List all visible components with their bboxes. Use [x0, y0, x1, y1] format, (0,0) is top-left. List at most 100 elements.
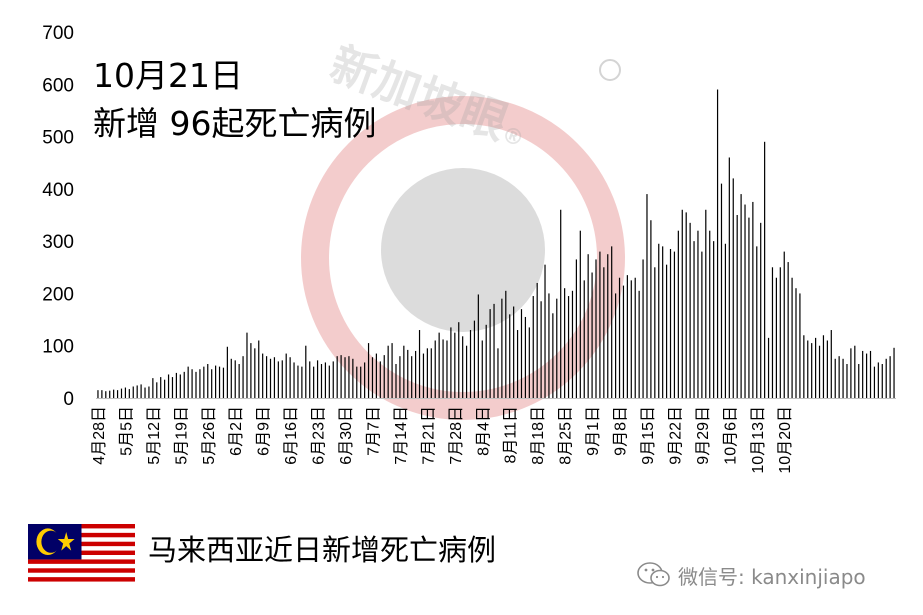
bar: [160, 377, 162, 398]
x-tick-label: 6月16日: [283, 406, 300, 465]
bar: [634, 277, 636, 398]
bar: [818, 345, 821, 398]
bar: [485, 324, 487, 398]
x-tick-label: 8月4日: [475, 406, 492, 456]
bar: [638, 290, 640, 398]
bar: [575, 259, 577, 398]
bar: [465, 345, 468, 398]
bar: [458, 322, 460, 398]
x-tick-label: 5月19日: [173, 406, 190, 465]
bar: [564, 288, 566, 398]
bar: [454, 332, 456, 398]
bar: [360, 366, 362, 398]
bar: [348, 356, 350, 398]
bar: [450, 327, 452, 398]
bar: [556, 298, 558, 398]
bar: [865, 353, 868, 398]
bar: [783, 251, 785, 398]
bar: [795, 288, 797, 398]
bar: [740, 194, 742, 398]
bar: [116, 390, 119, 398]
bar: [242, 356, 244, 398]
y-tick-label: 600: [42, 75, 74, 96]
bar: [364, 362, 366, 398]
bar: [462, 336, 464, 398]
bar: [226, 346, 228, 398]
bar: [415, 350, 417, 398]
bar: [767, 337, 770, 398]
bar: [732, 178, 734, 398]
bar: [744, 204, 746, 398]
bar: [332, 361, 334, 398]
bar: [662, 246, 664, 398]
bar: [869, 350, 872, 398]
bar: [885, 358, 887, 398]
bar: [830, 330, 832, 398]
bar: [277, 361, 279, 398]
bar: [383, 355, 385, 398]
bar: [779, 267, 781, 398]
bar: [203, 366, 205, 398]
bar: [571, 290, 574, 398]
x-tick-label: 8月11日: [503, 406, 520, 464]
bar: [446, 340, 448, 398]
bar: [771, 267, 774, 398]
bar: [285, 353, 287, 398]
bar: [297, 365, 299, 398]
bar: [607, 254, 609, 398]
bar: [218, 366, 221, 398]
bar: [238, 364, 240, 398]
bar: [128, 389, 130, 398]
bar: [736, 215, 738, 398]
bar: [254, 348, 256, 398]
bar: [685, 212, 687, 398]
bar: [862, 350, 864, 398]
y-tick-label: 100: [42, 337, 74, 358]
bar: [132, 386, 134, 398]
bar: [140, 384, 142, 398]
bar: [752, 201, 754, 398]
bar: [469, 330, 472, 398]
bar: [850, 348, 852, 398]
bar: [881, 364, 883, 398]
bar: [811, 343, 813, 398]
x-tick-label: 6月9日: [256, 406, 273, 456]
bar: [693, 241, 695, 398]
x-tick-label: 5月26日: [201, 406, 218, 465]
bar: [438, 332, 440, 398]
bar: [316, 360, 319, 398]
bar: [646, 194, 648, 398]
bar: [587, 254, 589, 398]
bar: [826, 340, 828, 398]
bar: [246, 332, 248, 398]
bar: [258, 340, 260, 398]
bar: [113, 389, 115, 398]
bar: [250, 343, 252, 398]
bar: [430, 348, 432, 398]
bar: [748, 217, 750, 398]
bar: [411, 356, 413, 398]
bar: [560, 209, 562, 398]
bar: [599, 251, 601, 398]
y-tick-label: 300: [42, 232, 74, 253]
bar: [352, 358, 354, 398]
bar: [164, 379, 166, 398]
bar: [520, 309, 523, 398]
x-tick-label: 5月12日: [146, 406, 163, 465]
bar: [709, 230, 711, 398]
bar: [822, 335, 825, 398]
bar: [301, 366, 303, 398]
bar: [418, 330, 421, 398]
bar: [724, 243, 727, 398]
bar: [336, 356, 338, 398]
bar: [371, 357, 374, 398]
bar: [713, 241, 715, 398]
bar: [387, 345, 389, 398]
y-tick-label: 700: [42, 23, 74, 44]
bar: [395, 364, 397, 398]
x-tick-label: 9月15日: [640, 406, 657, 465]
bar: [513, 306, 515, 398]
wechat-label: 微信号: kanxinjiapo: [678, 564, 866, 589]
bar: [124, 387, 127, 398]
bar: [324, 362, 327, 398]
